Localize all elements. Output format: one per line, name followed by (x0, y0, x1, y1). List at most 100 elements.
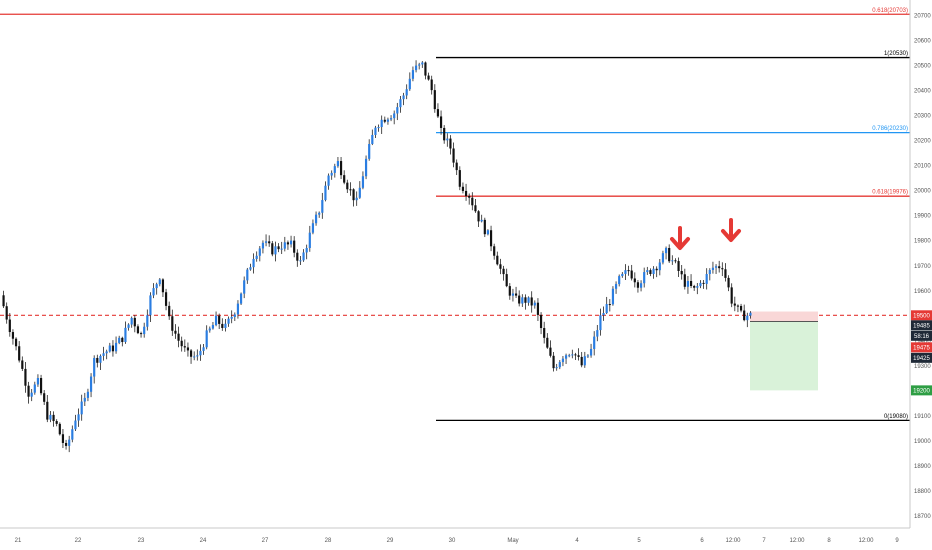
candle (5, 302, 8, 324)
candle (236, 300, 240, 319)
arrow-down-icon (670, 226, 690, 250)
candle (436, 103, 440, 118)
candle (477, 210, 480, 228)
candle (33, 381, 36, 395)
candle (339, 156, 343, 180)
candle (605, 296, 608, 315)
candle (480, 214, 483, 223)
candle (318, 211, 321, 218)
candle (171, 309, 174, 336)
x-tick-label: 12:00 (725, 538, 741, 544)
y-tick-label: 19100 (914, 414, 931, 420)
candle (502, 265, 505, 281)
svg-text:19485: 19485 (913, 324, 930, 330)
candle (483, 217, 486, 238)
candle (80, 394, 83, 421)
x-tick-label: 9 (895, 538, 899, 544)
candle (505, 268, 508, 288)
candle (208, 326, 211, 333)
candle (736, 304, 740, 313)
candle (455, 159, 458, 176)
candle (461, 182, 465, 194)
candle (243, 276, 246, 299)
candle (664, 246, 668, 260)
candle (711, 261, 715, 274)
candle (239, 292, 243, 305)
candle (536, 298, 540, 322)
candle (324, 181, 327, 202)
candle (702, 280, 705, 289)
y-tick-label: 19000 (914, 439, 931, 445)
candle (543, 321, 546, 344)
candle (677, 257, 680, 278)
candle (411, 66, 415, 82)
candle (8, 313, 11, 337)
candle (689, 274, 693, 289)
candle (624, 264, 627, 280)
candle (714, 264, 718, 274)
candle (361, 171, 365, 190)
candle (105, 349, 108, 360)
candle (55, 419, 58, 427)
candle (271, 240, 274, 257)
candle (493, 243, 496, 260)
candle (577, 348, 580, 361)
markers (670, 218, 741, 250)
candle (671, 255, 674, 265)
candle (552, 352, 555, 372)
candle (146, 309, 149, 331)
candle (180, 336, 183, 352)
candle (433, 84, 436, 113)
candle (468, 193, 471, 205)
candle (252, 253, 255, 274)
candle (227, 316, 230, 327)
candle (196, 349, 199, 361)
candle (2, 290, 5, 308)
candle (286, 240, 290, 250)
y-tick-label: 20700 (914, 14, 931, 20)
candle (289, 235, 293, 248)
candle (99, 354, 102, 370)
y-tick-label: 19600 (914, 289, 931, 295)
candle (183, 339, 186, 352)
candle (149, 292, 152, 323)
candle (405, 84, 408, 100)
candle (599, 308, 602, 336)
candle (749, 311, 752, 319)
candle (718, 260, 721, 273)
candle (358, 181, 361, 199)
x-tick-label: 30 (449, 538, 456, 544)
candle (733, 296, 736, 312)
svg-text:19200: 19200 (913, 389, 930, 395)
candle (77, 408, 80, 427)
candle (164, 288, 168, 311)
candle (371, 129, 374, 146)
candle (583, 351, 586, 368)
price-badge: 58:16 (911, 330, 932, 341)
candle (393, 110, 396, 125)
x-tick-label: 7 (762, 538, 766, 544)
x-tick-label: May (507, 538, 518, 544)
candle (568, 353, 571, 358)
candle (221, 318, 224, 331)
candle (18, 341, 21, 363)
candle (683, 268, 686, 290)
x-tick-label: 27 (262, 538, 269, 544)
candle (108, 342, 111, 353)
price-badge: 19475 (911, 342, 932, 353)
candle (739, 303, 743, 313)
candle (708, 268, 711, 281)
candle (593, 331, 596, 356)
x-tick-label: 12:00 (858, 538, 874, 544)
svg-text:19475: 19475 (913, 346, 930, 352)
candle (308, 225, 311, 252)
candle (158, 278, 161, 287)
candle (258, 246, 261, 262)
candle (727, 275, 730, 292)
candle (414, 60, 418, 73)
candle (274, 241, 277, 262)
candle (408, 72, 411, 91)
candle (399, 95, 402, 113)
candle (458, 166, 461, 191)
